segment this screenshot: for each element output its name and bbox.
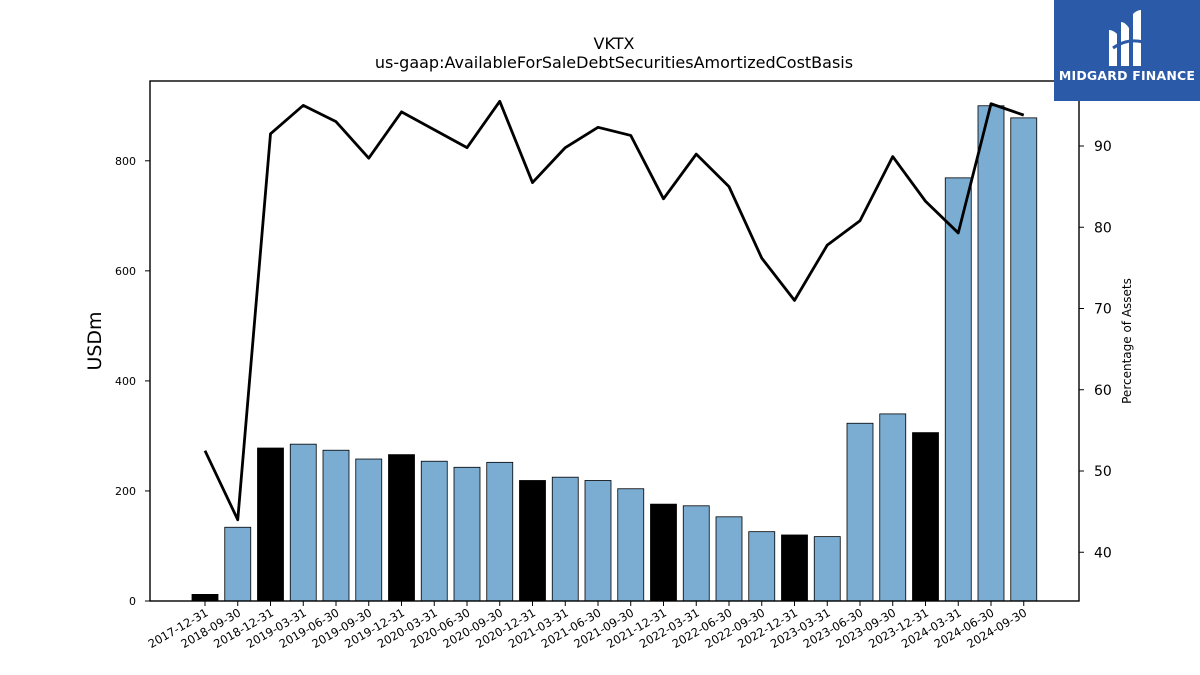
bar-2020-09-30 [486, 461, 514, 602]
bar-2021-12-31 [650, 503, 677, 602]
y-tick-label: 0 [129, 595, 136, 608]
y2-tick-label: 60 [1094, 383, 1112, 399]
bar-2019-12-31 [388, 454, 415, 602]
bar-2022-12-31 [781, 534, 808, 602]
y2-tick-label: 80 [1094, 220, 1112, 236]
y2-tick-label: 70 [1094, 302, 1112, 318]
percentage-line [203, 99, 1025, 522]
bar-2024-09-30 [1010, 117, 1038, 602]
bar-2019-03-31 [289, 443, 317, 602]
line-group [203, 99, 1025, 522]
bar-2022-09-30 [748, 531, 776, 602]
bar-2020-06-30 [453, 466, 481, 602]
plot-frame [149, 80, 1080, 602]
bar-2024-06-30 [977, 105, 1005, 602]
bars-group [191, 105, 1038, 602]
bar-2023-12-31 [912, 432, 939, 602]
bar-2022-03-31 [682, 505, 710, 602]
y-tick-label: 800 [115, 155, 136, 168]
bar-2019-06-30 [322, 449, 350, 602]
y-tick-label: 400 [115, 375, 136, 388]
bar-2023-03-31 [813, 536, 841, 602]
y2-axis-label: Percentage of Assets [1120, 278, 1134, 404]
bar-2022-06-30 [715, 516, 743, 602]
bar-2021-09-30 [617, 488, 645, 602]
y-tick-label: 600 [115, 265, 136, 278]
bar-2023-06-30 [846, 422, 874, 602]
bar-2021-03-31 [551, 476, 579, 602]
chart-subtitle: us-gaap:AvailableForSaleDebtSecuritiesAm… [375, 53, 853, 72]
logo-text: MIDGARD FINANCE [1058, 68, 1196, 83]
bar-2020-12-31 [519, 480, 546, 602]
right-axis: 40 50 60 70 80 90 [1079, 139, 1112, 561]
y-tick-label: 200 [115, 485, 136, 498]
y-axis-label: USDm [84, 311, 106, 370]
midgard-finance-logo: MIDGARD FINANCE [1054, 0, 1200, 101]
bar-2017-12-31 [191, 594, 219, 602]
y2-tick-label: 40 [1094, 545, 1112, 561]
bar-2019-09-30 [355, 458, 383, 602]
bar-2023-09-30 [879, 413, 907, 602]
left-axis: 0 200 400 600 800 [115, 155, 150, 608]
bar-2020-03-31 [420, 460, 448, 602]
bar-2018-09-30 [224, 526, 252, 602]
bar-2018-12-31 [257, 447, 284, 602]
logo-mark-icon [1109, 10, 1144, 66]
x-axis: 2017-12-312018-09-302018-12-312019-03-31… [146, 601, 1029, 651]
y2-tick-label: 90 [1094, 139, 1112, 155]
bar-2021-06-30 [584, 480, 612, 602]
y2-tick-label: 50 [1094, 464, 1112, 480]
chart-title: VKTX [594, 34, 635, 53]
bar-2024-03-31 [944, 177, 972, 602]
